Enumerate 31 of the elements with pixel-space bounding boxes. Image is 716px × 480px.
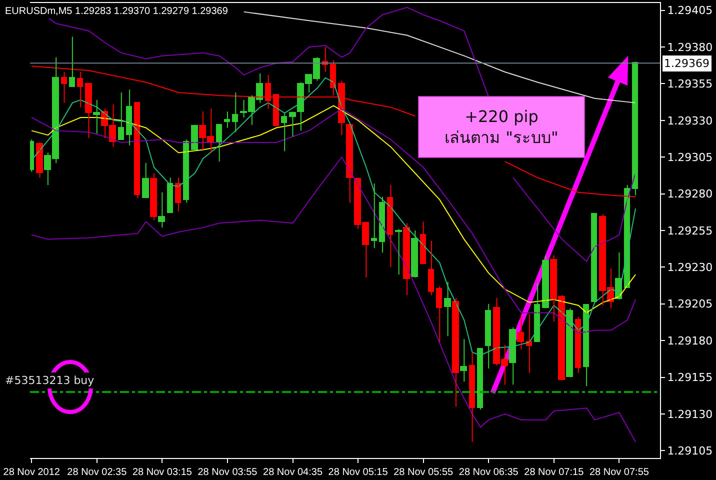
y-tick-label: 1.29405 [667,4,713,18]
y-tick-label: 1.29305 [667,150,713,164]
y-tick-label: 1.29130 [667,408,713,421]
y-tick-label: 1.29255 [667,224,713,238]
x-tick-label: 28 Nov 04:35 [263,467,323,478]
y-tick-label: 1.29205 [667,298,713,311]
x-tick-label: 28 Nov 2012 [3,467,60,478]
y-tick-label: 1.29180 [667,334,713,348]
y-tick-label: 1.29230 [667,261,713,274]
y-tick-label: 1.29355 [667,78,713,91]
y-tick-label: 1.29330 [667,114,713,128]
annotation: +220 pip [464,107,538,126]
x-tick-label: 28 Nov 06:35 [458,467,519,478]
annotation: เล่นตาม "ระบบ" [444,128,558,147]
candlestick [93,99,100,134]
ref-line-label: #53513213 buy [5,374,95,387]
x-tick-label: 28 Nov 02:35 [67,467,128,478]
y-tick-label: 1.29105 [667,444,713,458]
y-tick-label: 1.29155 [667,371,713,384]
x-tick-label: 28 Nov 07:15 [524,467,584,478]
y-tick-label: 1.29380 [667,40,713,54]
candlestick [395,228,402,276]
x-tick-label: 28 Nov 07:55 [589,467,650,478]
x-tick-label: 28 Nov 05:15 [328,467,388,478]
chart-title: EURUSDm,M5 1.29283 1.29370 1.29279 1.29369 [5,6,228,17]
y-tick-label: 1.29280 [667,188,713,201]
ref-line-label: 1.29369 [664,57,710,70]
x-tick-label: 28 Nov 03:55 [198,467,258,478]
line-series [243,11,636,104]
x-tick-label: 28 Nov 05:55 [394,467,454,478]
x-tick-label: 28 Nov 03:15 [132,467,192,478]
